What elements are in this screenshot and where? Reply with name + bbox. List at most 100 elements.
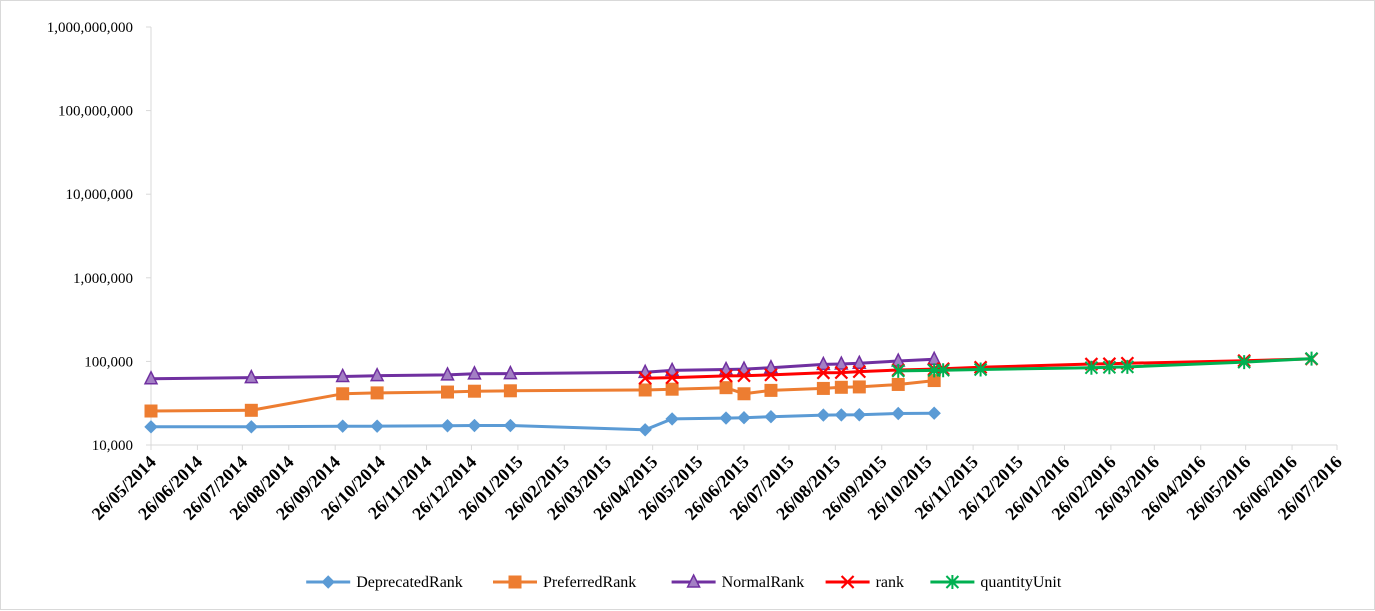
data-point xyxy=(244,368,259,384)
data-point xyxy=(144,420,158,434)
data-point xyxy=(834,408,849,422)
square-marker xyxy=(244,403,258,417)
star-marker xyxy=(1102,360,1117,375)
diamond-marker xyxy=(737,411,751,425)
square-marker xyxy=(441,385,454,399)
x-marker xyxy=(816,366,831,380)
square-marker xyxy=(508,575,522,589)
diamond-marker xyxy=(244,420,259,434)
data-point xyxy=(936,363,950,378)
triangle-marker xyxy=(335,367,350,383)
data-point xyxy=(852,364,867,379)
data-point xyxy=(737,387,751,401)
legend-label: DeprecatedRank xyxy=(356,574,463,591)
diamond-marker xyxy=(321,575,335,589)
data-point xyxy=(852,408,867,422)
data-point xyxy=(1237,355,1251,370)
data-point xyxy=(638,371,652,385)
legend-item: rank xyxy=(825,574,904,591)
legend-label: rank xyxy=(876,574,904,591)
data-point xyxy=(764,383,778,397)
data-point xyxy=(503,384,517,398)
data-point xyxy=(973,362,988,377)
data-point xyxy=(816,381,830,395)
data-point xyxy=(852,380,866,394)
data-point xyxy=(144,404,158,418)
triangle-marker xyxy=(686,573,701,588)
diamond-marker xyxy=(852,408,867,422)
y-tick-label: 10,000,000 xyxy=(66,187,134,203)
data-point xyxy=(834,355,849,370)
diamond-marker xyxy=(764,409,778,424)
data-point xyxy=(763,359,779,374)
data-point xyxy=(852,354,867,370)
legend-item: quantityUnit xyxy=(930,574,1062,591)
square-marker xyxy=(737,387,751,401)
data-point xyxy=(441,385,454,399)
x-marker xyxy=(840,575,855,589)
triangle-marker xyxy=(834,355,849,370)
square-marker xyxy=(638,383,652,397)
square-marker xyxy=(852,380,866,394)
data-point xyxy=(665,412,679,426)
triangle-marker xyxy=(369,366,385,382)
star-marker xyxy=(973,362,988,377)
data-point xyxy=(665,370,679,385)
y-tick-label: 100,000 xyxy=(84,354,133,370)
data-point xyxy=(764,368,778,382)
data-point xyxy=(719,369,733,383)
legend-label: quantityUnit xyxy=(980,574,1061,591)
data-point xyxy=(440,419,455,433)
diamond-marker xyxy=(370,419,384,433)
star-marker xyxy=(945,575,960,589)
series-quantity-unit xyxy=(891,351,1319,378)
data-point xyxy=(737,368,751,383)
data-point xyxy=(816,355,831,371)
series-line xyxy=(151,411,935,432)
x-marker xyxy=(764,368,778,382)
legend-item: NormalRank xyxy=(671,573,804,591)
data-point xyxy=(638,383,652,397)
x-marker xyxy=(852,364,867,379)
data-point xyxy=(737,411,751,425)
triangle-marker xyxy=(664,361,680,377)
data-point xyxy=(638,423,652,437)
data-point xyxy=(891,377,905,391)
diamond-marker xyxy=(638,423,652,437)
square-marker xyxy=(144,404,158,418)
star-marker xyxy=(936,363,950,378)
data-point xyxy=(665,382,679,396)
square-marker xyxy=(834,380,848,394)
x-axis: 26/05/201426/06/201426/07/201426/08/2014… xyxy=(88,444,1346,524)
triangle-marker xyxy=(244,368,259,384)
star-marker xyxy=(1237,355,1251,370)
data-point xyxy=(816,366,831,380)
x-marker xyxy=(638,371,652,385)
data-point xyxy=(736,360,752,375)
square-marker xyxy=(719,381,733,395)
triangle-marker xyxy=(467,365,482,380)
data-point xyxy=(891,406,905,421)
square-marker xyxy=(764,383,778,397)
data-point xyxy=(335,419,350,433)
triangle-marker xyxy=(503,364,518,380)
data-point xyxy=(244,403,258,417)
data-point xyxy=(834,380,848,394)
series-preferred-rank xyxy=(144,374,941,418)
data-point xyxy=(370,419,384,433)
x-marker xyxy=(834,365,849,380)
data-point xyxy=(764,409,778,424)
data-point xyxy=(664,361,680,377)
star-marker xyxy=(1120,359,1135,374)
square-marker xyxy=(370,386,384,400)
star-marker xyxy=(1304,351,1319,366)
diamond-marker xyxy=(665,412,679,426)
plot-area xyxy=(143,350,1319,437)
data-point xyxy=(143,370,159,385)
data-point xyxy=(719,381,733,395)
data-point xyxy=(834,365,849,380)
y-tick-label: 1,000,000 xyxy=(73,271,133,287)
diamond-marker xyxy=(440,419,455,433)
triangle-marker xyxy=(852,354,867,370)
